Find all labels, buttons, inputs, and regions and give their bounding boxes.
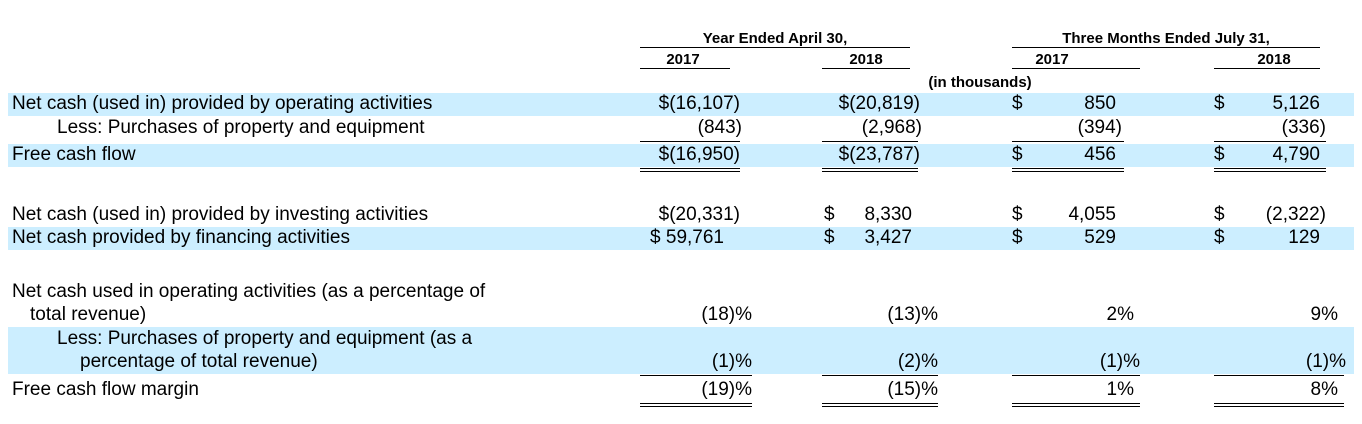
row-band-7 [8, 327, 1354, 374]
r2-underline-3 [1012, 141, 1124, 142]
r3-double-underline-2 [822, 168, 918, 172]
r7-underline-4 [1214, 375, 1344, 376]
r3-c4: 4,790 [1272, 144, 1320, 165]
col-rule-2 [822, 68, 910, 69]
r2-c4: (336) [1281, 117, 1326, 138]
r7-c4: (1)% [1305, 351, 1346, 372]
r1-c1: $(16,107) [658, 93, 740, 114]
units-note: (in thousands) [928, 74, 1032, 91]
r7-c3: (1)% [1099, 351, 1140, 372]
header-rule-year-ended [640, 47, 910, 48]
r3-double-underline-4 [1214, 168, 1326, 172]
r4-c4-dollar: $ [1214, 204, 1225, 225]
r2-underline-4 [1214, 141, 1326, 142]
r3-c2: $(23,787) [838, 144, 920, 165]
r5-c3-dollar: $ [1012, 227, 1023, 248]
row-label-purchases-pct-line1: Less: Purchases of property and equipmen… [57, 328, 473, 349]
col-header-2017-a: 2017 [666, 51, 700, 68]
r8-double-underline-4 [1214, 403, 1344, 407]
r7-underline-3 [1012, 375, 1140, 376]
r4-c1: $(20,331) [658, 204, 740, 225]
r4-c3: 4,055 [1068, 204, 1116, 225]
r2-c3: (394) [1077, 117, 1122, 138]
r4-c3-dollar: $ [1012, 204, 1023, 225]
r2-underline-1 [640, 141, 740, 142]
r6-c2: (13)% [887, 304, 938, 325]
col-rule-4 [1214, 68, 1320, 69]
row-label-fcf-margin: Free cash flow margin [12, 379, 199, 400]
row-label-operating: Net cash (used in) provided by operating… [12, 93, 433, 114]
r3-double-underline-1 [640, 168, 740, 172]
r7-underline-1 [640, 375, 752, 376]
r6-c4: 9% [1310, 304, 1338, 325]
r1-c4: 5,126 [1272, 93, 1320, 114]
header-rule-three-months [1012, 47, 1320, 48]
r5-c4-dollar: $ [1214, 227, 1225, 248]
r4-c2: 8,330 [864, 204, 912, 225]
r1-c3: 850 [1084, 93, 1116, 114]
r8-double-underline-3 [1012, 403, 1140, 407]
r7-c2: (2)% [897, 351, 938, 372]
col-header-2018-a: 2018 [849, 51, 883, 68]
r1-c4-dollar: $ [1214, 93, 1225, 114]
r8-c1: (19)% [701, 379, 752, 400]
row-label-investing: Net cash (used in) provided by investing… [12, 204, 429, 225]
r5-c1: $ 59,761 [650, 227, 724, 248]
r1-c2: $(20,819) [838, 93, 920, 114]
row-band-1 [8, 93, 1354, 116]
col-header-2018-b: 2018 [1257, 51, 1291, 68]
r6-c3: 2% [1106, 304, 1134, 325]
r7-c1: (1)% [711, 351, 752, 372]
r5-c2-dollar: $ [824, 227, 835, 248]
row-label-operating-pct-line1: Net cash used in operating activities (a… [12, 281, 486, 302]
r2-c1: (843) [697, 117, 742, 138]
r5-c2: 3,427 [864, 227, 912, 248]
header-year-ended: Year Ended April 30, [702, 30, 848, 47]
header-three-months-ended: Three Months Ended July 31, [1062, 30, 1270, 47]
r8-double-underline-1 [640, 403, 752, 407]
row-label-purchases: Less: Purchases of property and equipmen… [57, 117, 425, 138]
r3-double-underline-3 [1012, 168, 1124, 172]
row-label-financing: Net cash provided by financing activitie… [12, 227, 350, 248]
col-rule-1 [640, 68, 730, 69]
col-rule-3 [1012, 68, 1140, 69]
r8-c3: 1% [1106, 379, 1134, 400]
r5-c4: 129 [1288, 227, 1320, 248]
r4-c2-dollar: $ [824, 204, 835, 225]
r3-c3: 456 [1084, 144, 1116, 165]
r4-c4: (2,322) [1265, 204, 1326, 225]
r2-underline-2 [822, 141, 918, 142]
row-band-3 [8, 144, 1354, 167]
r2-c2: (2,968) [861, 117, 922, 138]
row-label-purchases-pct-line2: percentage of total revenue) [80, 351, 318, 372]
r8-c2: (15)% [887, 379, 938, 400]
r7-underline-2 [822, 375, 938, 376]
r8-c4: 8% [1310, 379, 1338, 400]
r1-c3-dollar: $ [1012, 93, 1023, 114]
row-label-free-cash-flow: Free cash flow [12, 144, 136, 165]
r3-c1: $(16,950) [658, 144, 740, 165]
row-band-5 [8, 227, 1354, 250]
r3-c4-dollar: $ [1214, 144, 1225, 165]
r3-c3-dollar: $ [1012, 144, 1023, 165]
r6-c1: (18)% [701, 304, 752, 325]
col-header-2017-b: 2017 [1035, 51, 1069, 68]
row-label-operating-pct-line2: total revenue) [30, 304, 147, 325]
r5-c3: 529 [1084, 227, 1116, 248]
r8-double-underline-2 [822, 403, 938, 407]
